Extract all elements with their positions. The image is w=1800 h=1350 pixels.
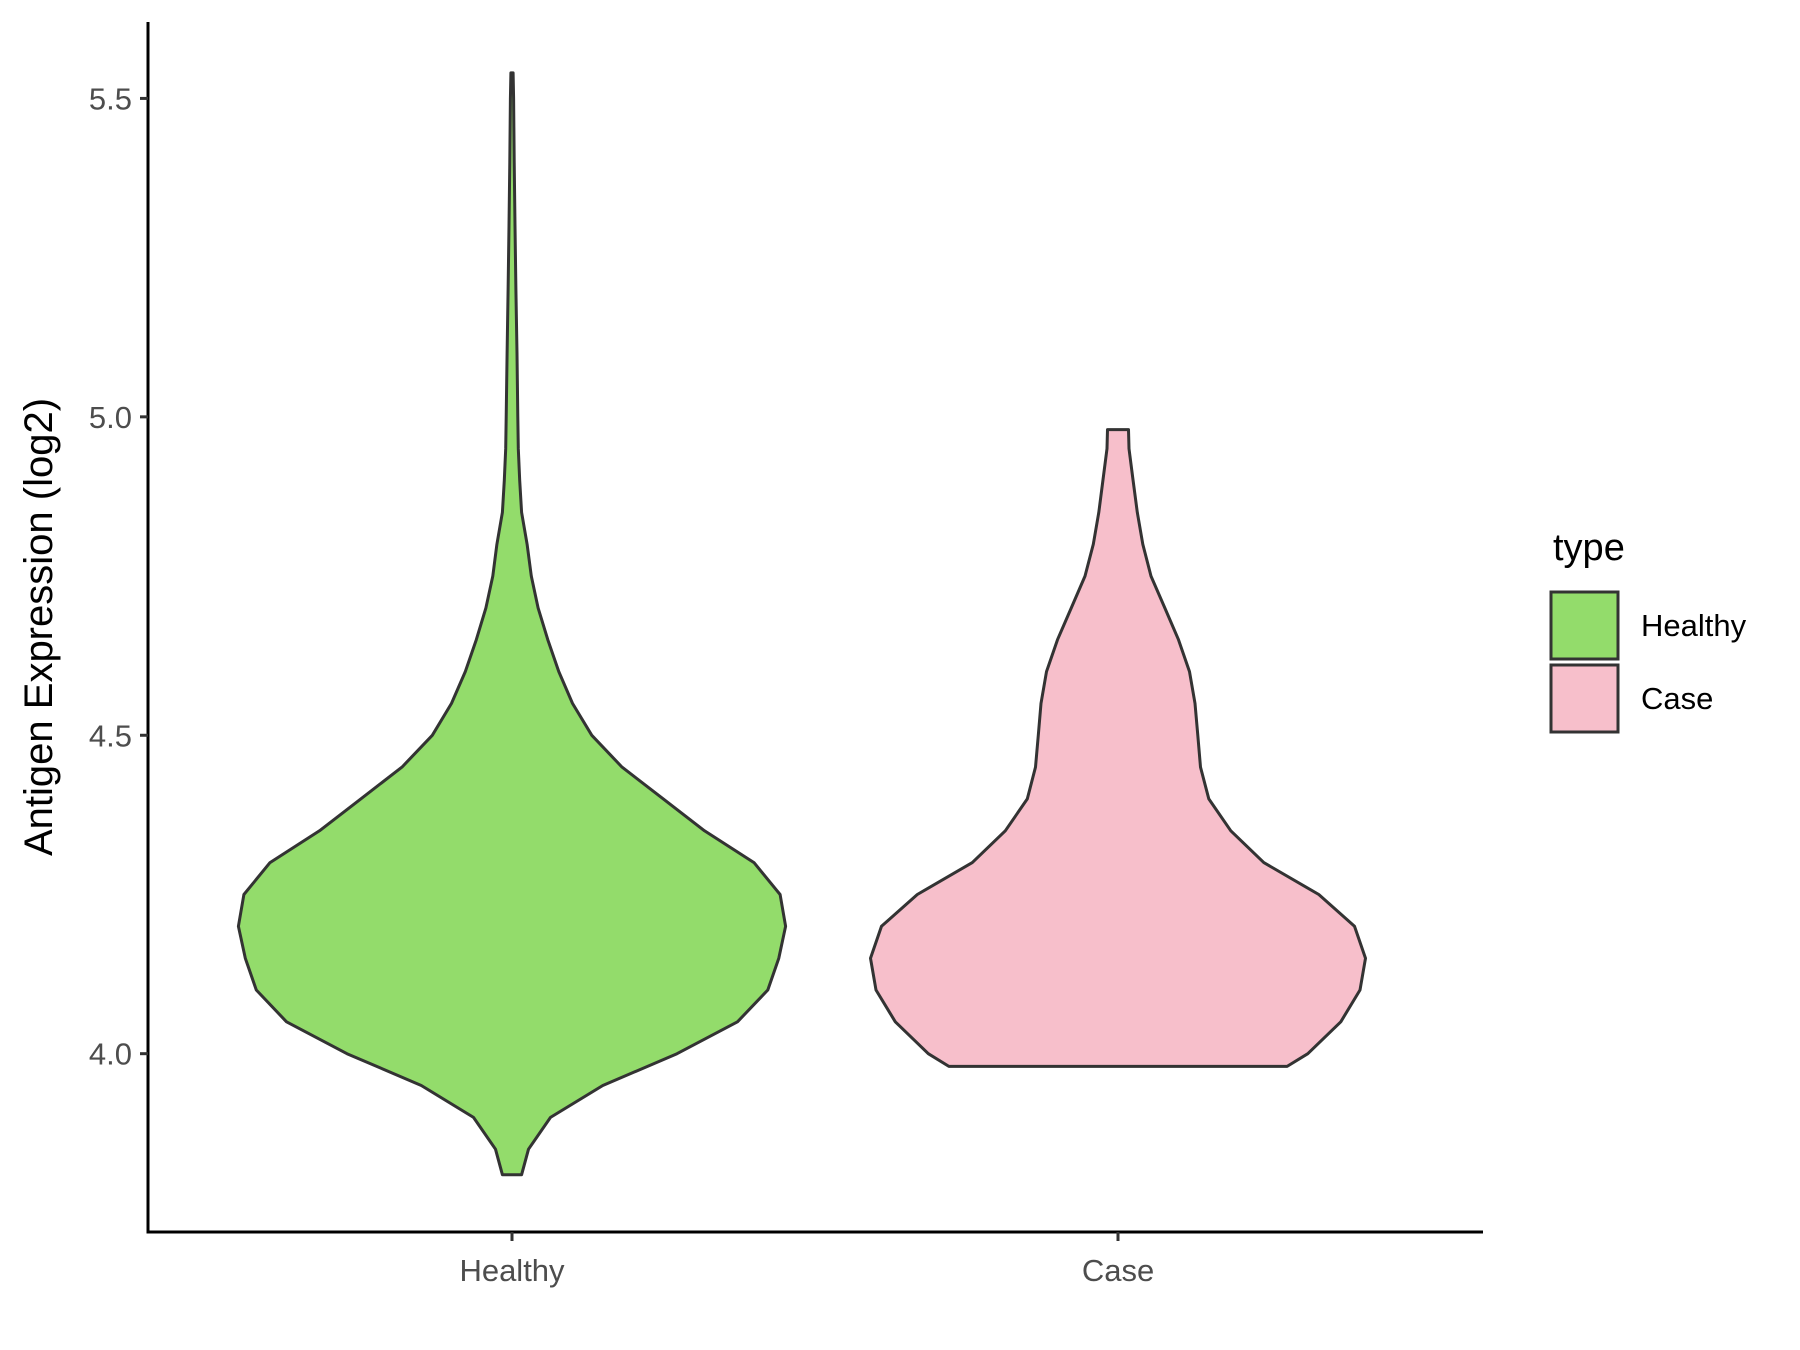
legend-key-healthy xyxy=(1549,590,1620,661)
y-ticks: 4.0 4.5 5.0 5.5 xyxy=(89,81,148,1072)
y-axis-title: Antigen Expression (log2) xyxy=(17,398,61,856)
legend-key-case xyxy=(1549,663,1620,734)
y-tick-label: 4.0 xyxy=(89,1037,132,1072)
y-tick-label: 5.5 xyxy=(89,81,132,116)
x-ticks: Healthy Case xyxy=(459,1232,1154,1288)
legend-label-healthy: Healthy xyxy=(1641,608,1747,643)
y-tick-label: 5.0 xyxy=(89,400,132,435)
legend-title: type xyxy=(1553,527,1625,569)
violin-healthy xyxy=(236,71,788,1177)
y-tick-label: 4.5 xyxy=(89,718,132,753)
x-tick-label: Healthy xyxy=(459,1253,565,1288)
legend-items: Healthy Case xyxy=(1549,590,1747,734)
legend-label-case: Case xyxy=(1641,681,1713,716)
violins-layer xyxy=(236,71,1367,1177)
x-tick-label: Case xyxy=(1082,1253,1154,1288)
legend: type Healthy Case xyxy=(1549,527,1747,734)
violin-case xyxy=(869,428,1367,1068)
